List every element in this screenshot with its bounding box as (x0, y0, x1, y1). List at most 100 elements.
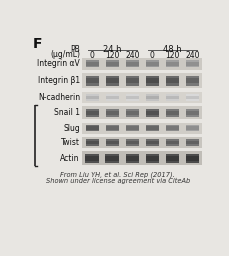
Bar (185, 125, 198, 126)
Bar (185, 139, 198, 141)
Bar (105, 144, 118, 146)
Bar (85, 161, 98, 163)
Bar (85, 109, 98, 111)
Bar (145, 94, 158, 95)
Bar (105, 76, 118, 86)
Bar (145, 144, 158, 146)
Bar (145, 125, 158, 126)
Text: Snail 1: Snail 1 (54, 108, 79, 117)
Bar (165, 76, 178, 78)
Bar (165, 115, 178, 117)
Bar (185, 60, 198, 68)
Bar (145, 130, 158, 132)
Bar (145, 115, 158, 117)
Bar (145, 66, 158, 68)
Bar (125, 125, 138, 132)
Bar (165, 125, 178, 126)
Text: 0: 0 (89, 51, 94, 60)
Text: 24 h: 24 h (103, 45, 121, 54)
Bar (125, 130, 138, 132)
Bar (125, 154, 138, 156)
Bar (82, 92, 202, 103)
Text: 240: 240 (184, 51, 199, 60)
Bar (82, 123, 202, 134)
Bar (125, 139, 138, 146)
Bar (105, 139, 118, 146)
Bar (105, 139, 118, 141)
Bar (165, 130, 178, 132)
Bar (85, 144, 98, 146)
Bar (85, 109, 98, 117)
Bar (145, 161, 158, 163)
Bar (165, 144, 178, 146)
Bar (185, 161, 198, 163)
Bar (85, 154, 98, 163)
Bar (82, 137, 202, 148)
Bar (125, 94, 138, 101)
Text: 0: 0 (149, 51, 154, 60)
Bar (185, 109, 198, 117)
Bar (125, 161, 138, 163)
Bar (165, 125, 178, 132)
Bar (125, 83, 138, 86)
Text: (μg/mL): (μg/mL) (50, 50, 79, 59)
Bar (145, 60, 158, 62)
Bar (145, 109, 158, 117)
Bar (82, 151, 202, 165)
Bar (125, 60, 138, 68)
Bar (85, 60, 98, 68)
Text: 48 h: 48 h (162, 45, 181, 54)
Bar (165, 66, 178, 68)
Bar (125, 76, 138, 86)
Bar (85, 66, 98, 68)
Text: Twist: Twist (61, 138, 79, 147)
Bar (85, 94, 98, 101)
Bar (165, 161, 178, 163)
Bar (185, 94, 198, 101)
Bar (125, 139, 138, 141)
Bar (105, 83, 118, 86)
Bar (85, 139, 98, 141)
Bar (165, 154, 178, 156)
Bar (185, 154, 198, 156)
Bar (105, 76, 118, 78)
Bar (165, 60, 178, 68)
Bar (85, 60, 98, 62)
Bar (185, 125, 198, 132)
Bar (165, 109, 178, 111)
Bar (105, 109, 118, 111)
Bar (165, 94, 178, 101)
Text: From Liu YH, et al. Sci Rep (2017).: From Liu YH, et al. Sci Rep (2017). (60, 172, 174, 178)
Bar (165, 94, 178, 95)
Bar (165, 154, 178, 163)
Text: Shown under license agreement via CiteAb: Shown under license agreement via CiteAb (46, 178, 189, 184)
Text: 120: 120 (164, 51, 179, 60)
Bar (185, 60, 198, 62)
Bar (125, 94, 138, 95)
Bar (85, 83, 98, 86)
Bar (125, 144, 138, 146)
Bar (82, 73, 202, 89)
Bar (185, 94, 198, 95)
Bar (125, 125, 138, 126)
Bar (125, 109, 138, 117)
Bar (82, 106, 202, 119)
Bar (145, 60, 158, 68)
Bar (185, 99, 198, 101)
Bar (105, 94, 118, 95)
Bar (145, 139, 158, 146)
Bar (85, 154, 98, 156)
Bar (185, 66, 198, 68)
Bar (105, 66, 118, 68)
Bar (185, 109, 198, 111)
Bar (82, 58, 202, 70)
Bar (105, 154, 118, 163)
Bar (105, 125, 118, 126)
Bar (165, 139, 178, 146)
Bar (145, 154, 158, 163)
Bar (185, 115, 198, 117)
Text: PB: PB (70, 45, 79, 54)
Bar (85, 99, 98, 101)
Bar (145, 154, 158, 156)
Bar (165, 139, 178, 141)
